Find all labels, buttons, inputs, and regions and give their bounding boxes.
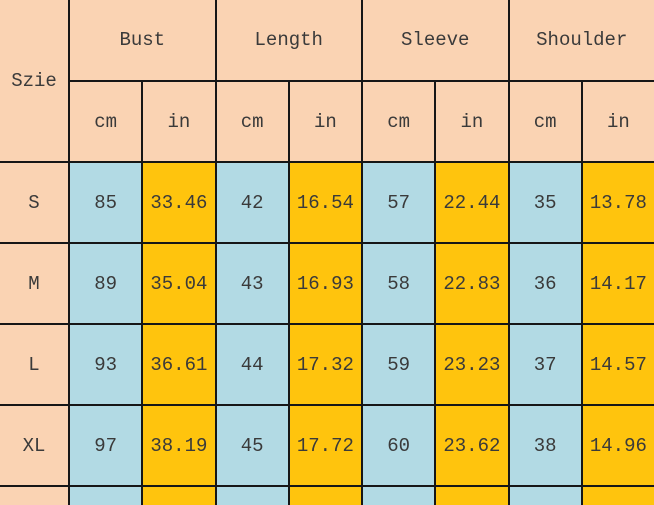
size-label: S — [0, 161, 70, 244]
cell-sleeve-cm: 59 — [360, 323, 437, 406]
group-header-row: Szie Bust Length Sleeve Shoulder — [0, 0, 654, 163]
cell-sleeve-in — [434, 485, 510, 505]
cell-length-in: 17.72 — [287, 404, 364, 487]
cell-shoulder-cm: 38 — [507, 404, 583, 487]
cell-bust-in — [141, 485, 217, 505]
cell-bust-in: 35.04 — [141, 242, 217, 325]
unit-header-sleeve-cm: cm — [360, 80, 437, 163]
cell-bust-in: 36.61 — [141, 323, 217, 406]
cell-shoulder-in — [580, 485, 654, 505]
cell-bust-cm: 97 — [67, 404, 144, 487]
group-header-length: Length — [214, 0, 363, 82]
cell-bust-cm — [67, 485, 144, 505]
cell-shoulder-in: 14.57 — [580, 323, 654, 406]
size-label: L — [0, 323, 70, 406]
unit-header-bust-in: in — [141, 80, 217, 163]
cell-bust-in: 38.19 — [141, 404, 217, 487]
cell-sleeve-in: 23.23 — [434, 323, 510, 406]
group-header-shoulder: Shoulder — [507, 0, 654, 82]
corner-size-label: Szie — [0, 0, 70, 163]
cell-shoulder-in: 14.17 — [580, 242, 654, 325]
table-row-partial — [0, 485, 654, 505]
cell-length-cm: 42 — [214, 161, 290, 244]
cell-shoulder-cm — [507, 485, 583, 505]
unit-header-shoulder-in: in — [580, 80, 654, 163]
unit-header-length-cm: cm — [214, 80, 290, 163]
cell-sleeve-cm: 60 — [360, 404, 437, 487]
cell-sleeve-in: 23.62 — [434, 404, 510, 487]
cell-shoulder-in: 14.96 — [580, 404, 654, 487]
cell-length-in: 17.32 — [287, 323, 364, 406]
cell-length-cm: 44 — [214, 323, 290, 406]
cell-length-cm — [214, 485, 290, 505]
cell-bust-cm: 89 — [67, 242, 144, 325]
cell-sleeve-cm: 58 — [360, 242, 437, 325]
cell-length-in: 16.93 — [287, 242, 364, 325]
cell-bust-cm: 93 — [67, 323, 144, 406]
group-header-bust: Bust — [68, 0, 217, 82]
cell-shoulder-cm: 36 — [507, 242, 583, 325]
group-header-sleeve: Sleeve — [361, 0, 510, 82]
size-label: XL — [0, 404, 70, 487]
cell-length-in: 16.54 — [287, 161, 364, 244]
unit-header-length-in: in — [287, 80, 364, 163]
cell-shoulder-cm: 35 — [507, 161, 583, 244]
unit-header-shoulder-cm: cm — [507, 80, 583, 163]
cell-sleeve-in: 22.44 — [434, 161, 510, 244]
cell-bust-cm: 85 — [67, 161, 144, 244]
cell-length-cm: 45 — [214, 404, 290, 487]
unit-header-row: cm in cm in cm in cm in — [0, 80, 654, 163]
table-row-l: L 93 36.61 44 17.32 59 23.23 37 14.57 — [0, 323, 654, 406]
cell-length-in — [287, 485, 364, 505]
table-row-s: S 85 33.46 42 16.54 57 22.44 35 13.78 — [0, 161, 654, 244]
cell-sleeve-in: 22.83 — [434, 242, 510, 325]
size-label: M — [0, 242, 70, 325]
cell-length-cm: 43 — [214, 242, 290, 325]
cell-sleeve-cm — [360, 485, 437, 505]
unit-header-sleeve-in: in — [434, 80, 510, 163]
cell-shoulder-in: 13.78 — [580, 161, 654, 244]
size-label — [0, 485, 70, 505]
cell-bust-in: 33.46 — [141, 161, 217, 244]
cell-sleeve-cm: 57 — [360, 161, 437, 244]
table-row-m: M 89 35.04 43 16.93 58 22.83 36 14.17 — [0, 242, 654, 325]
table-row-xl: XL 97 38.19 45 17.72 60 23.62 38 14.96 — [0, 404, 654, 487]
cell-shoulder-cm: 37 — [507, 323, 583, 406]
unit-header-bust-cm: cm — [67, 80, 144, 163]
